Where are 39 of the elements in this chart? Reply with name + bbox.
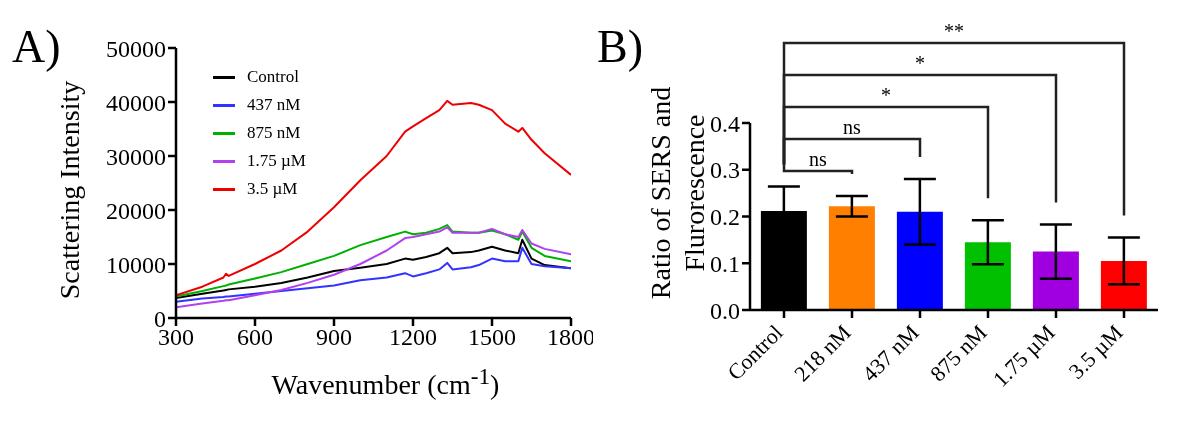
significance-bracket: ns [782,148,854,174]
x-axis-title: Wavenumber (cm$^{-1}$) [270,363,501,402]
x-tick-label: 3.5 µM [1063,319,1128,384]
y-tick-label: 0.1 [710,250,740,277]
y-tick-label: 0.2 [710,204,740,231]
x-tick-label: 218 nM [789,319,856,387]
legend-label: 3.5 µM [247,178,298,200]
annotation: ns [809,148,828,170]
y-tick-label: 0.0 [710,297,740,324]
legend-label: Control [247,66,299,88]
y-tick-label: 10000 [106,251,166,278]
annotation: ns [843,116,862,138]
bar [1100,260,1147,310]
y-tick-label: 0.4 [710,110,740,137]
y-axis-title: Ratio of SERS and Flurorescence [645,86,710,300]
x-tick-label: 1200 [389,324,437,351]
bar [1032,251,1079,310]
y-tick-label: 0.3 [710,157,740,184]
line-series [176,99,571,297]
x-tick-label: 600 [237,324,273,351]
y-tick-label: 30000 [106,143,166,170]
x-tick-label: 1500 [468,324,516,351]
chart-title: A) [12,20,61,73]
y-tick-label: 40000 [106,89,166,116]
bar [896,211,943,310]
x-tick-label: 437 nM [857,319,924,387]
legend-label: 1.75 µM [247,150,306,172]
y-axis-title: Scattering Intensity [54,80,85,300]
chart-title: B) [597,20,643,73]
x-tick-label: 900 [316,324,352,351]
legend-label: 437 nM [247,94,301,116]
legend-label: 875 nM [247,122,301,144]
line-series [176,224,571,298]
y-tick-label: 50000 [106,35,166,62]
bar [828,206,875,310]
line-series [176,246,571,303]
line-series [176,226,571,309]
bar [964,242,1011,310]
y-tick-label: 20000 [106,197,166,224]
